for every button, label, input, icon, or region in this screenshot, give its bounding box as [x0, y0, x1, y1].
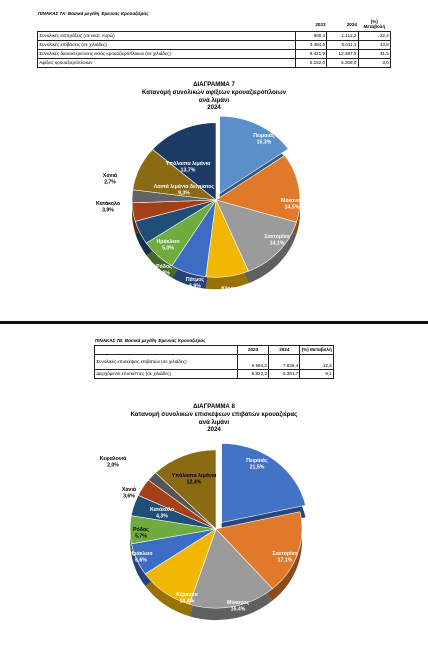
chart-7-title-block: ΔΙΑΓΡΑΜΜΑ 7 Κατανομή συνολικών αφίξεων κ…	[114, 81, 314, 112]
table-cell-2024: 7.826,4	[268, 354, 301, 370]
chart-7-data-label-πειραιάς: Πειραιάς 15,3%	[253, 133, 275, 145]
table-7b-caption: ΠΙΝΑΚΑΣ 7Β: Βασικά μεγέθη Έρευνας Κρουαζ…	[95, 338, 206, 343]
chart-7-data-label-χανιά: Χανιά 2,7%	[103, 173, 118, 185]
chart-8-slice-πειραιάς	[221, 443, 306, 523]
table-7a: 2023 2024 (%) Μεταβολή Συνολικές εισπράξ…	[37, 19, 392, 68]
chart-8-slice-σαντορίνη	[215, 511, 303, 590]
chart-8-data-label-κέρκυρα: Κέρκυρα 10,4%	[176, 592, 198, 604]
chart-8-data-label-πειραιάς: Πειραιάς 21,5%	[246, 458, 268, 470]
chart-8-title: ΔΙΑΓΡΑΜΜΑ 8	[193, 403, 235, 410]
table-7a-header-2023: 2023	[315, 21, 326, 27]
chart-8-data-label-ηράκλειο: Ηράκλειο 6,6%	[130, 551, 153, 563]
chart-7-data-label-λοιπά-λιμάνια-δείγματος: Λοιπά λιμάνια δείγματος 9,3%	[154, 184, 215, 196]
table-cell-2024: 5.308,0	[326, 58, 359, 68]
chart-8-subtitle-line-3: 2024	[207, 426, 221, 434]
chart-8-slice-υπόλοιπα-λιμάνια	[155, 449, 217, 530]
table-cell-change: 3,0	[357, 58, 392, 68]
table-cell-change: 9,1	[299, 369, 334, 379]
table-7a-header-change: (%) Μεταβολή	[363, 19, 386, 29]
chart-7-data-label-κατάκολο: Κατάκολο 3,9%	[96, 201, 120, 213]
chart-7-slice-πειραιάς	[219, 115, 289, 195]
table-7a-caption: ΠΙΝΑΚΑΣ 7Α: Βασικά μεγέθη Έρευνας Κρουαζ…	[38, 11, 149, 16]
chart-7-subtitle-line-1: Κατανομή συνολικών αφίξεων κρουαζιερόπλο…	[142, 88, 286, 96]
chart-7-title: ΔΙΑΓΡΑΜΜΑ 7	[193, 81, 235, 88]
chart-8-subtitle-line-1: Κατανομή συνολικών επισκέψεων επιβατών κ…	[130, 410, 298, 418]
chart-7-data-label-ρόδος: Ρόδος 6,8%	[156, 264, 172, 276]
chart-7-subtitle-line-3: 2024	[207, 104, 221, 112]
table-7a-header-2024: 2024	[346, 21, 357, 27]
chart-8-data-label-σαντορίνη: Σαντορίνη 17,1%	[272, 551, 297, 563]
page-divider	[0, 321, 428, 324]
chart-7-data-label-κέρκυρα: Κέρκυρα 8,3%	[221, 286, 243, 298]
chart-8-data-label-ρόδος: Ρόδος 5,7%	[133, 527, 149, 539]
chart-8-data-label-μύκονος: Μύκονος 16,4%	[227, 600, 249, 612]
table-7a-header-row: 2023 2024 (%) Μεταβολή	[38, 19, 391, 32]
chart-7-slice-υπόλοιπα-λιμάνια	[152, 122, 217, 201]
chart-8-data-label-κατάκολο: Κατάκολο 4,3%	[150, 507, 174, 519]
table-row: Διερχόμενοι επισκέπτες (σε χιλιάδες) 5.8…	[94, 369, 334, 379]
chart-7-pie: Πειραιάς 15,3% Μύκονος 14,5% Σαντορίνη 14,1% Κ…	[96, 115, 303, 298]
chart-7-slice-σαντορίνη	[215, 199, 297, 272]
table-row: Αφίξεις κρουαζιερόπλοιων 5.152,0 5.308,0…	[37, 58, 392, 68]
chart-8-data-label-χανιά: Χανιά 3,6%	[122, 487, 137, 499]
chart-7-data-label-πάτμος: Πάτμος 6,9%	[186, 277, 205, 289]
chart-8-slice-μύκονος	[189, 528, 273, 609]
chart-8-title-block: ΔΙΑΓΡΑΜΜΑ 8 Κατανομή συνολικών επισκέψεω…	[99, 403, 329, 434]
table-cell-2024: 6.351,7	[268, 369, 301, 379]
chart-7-data-label-σαντορίνη: Σαντορίνη 14,1%	[264, 234, 289, 246]
chart-7-subtitle-line-2: ανά λιμάνι	[198, 96, 230, 104]
chart-8-data-label-κεφαλονιά: Κεφαλονιά 2,0%	[100, 456, 127, 468]
chart-7-data-label-μύκονος: Μύκονος 14,5%	[281, 198, 303, 210]
table-7b: 2023 2024 (%) Μεταβολή Συνολικές επισκέψ…	[94, 345, 334, 379]
chart-8-data-label-υπόλοιπα-λιμάνια: Υπόλοιπα λιμάνια 12,4%	[172, 473, 218, 485]
chart-8-subtitle-line-2: ανά λιμάνι	[198, 418, 230, 426]
chart-7-data-label-υπόλοιπα-λιμάνια: Υπόλοιπα λιμάνια 13,7%	[166, 161, 212, 173]
chart-7-data-label-ηράκλειο: Ηράκλειο 5,0%	[157, 239, 180, 251]
